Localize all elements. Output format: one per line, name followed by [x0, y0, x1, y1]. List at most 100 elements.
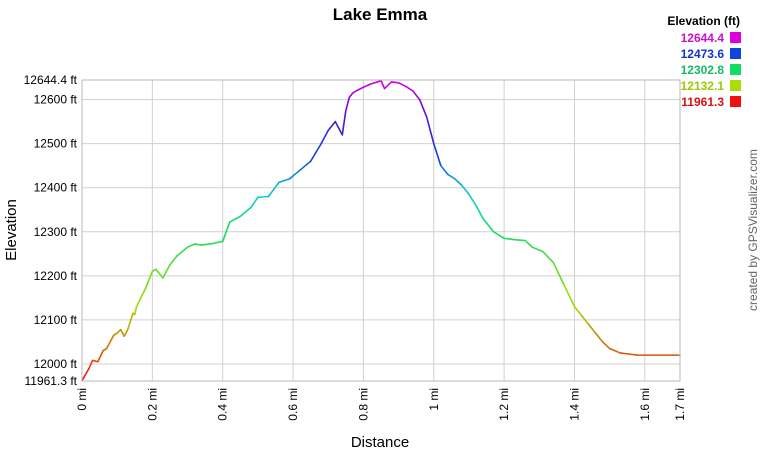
elevation-segment — [355, 86, 365, 92]
elevation-segment — [492, 230, 505, 240]
elevation-segment — [169, 255, 178, 266]
elevation-segment — [257, 195, 270, 199]
credit-text: created by GPSVisualizer.com — [746, 149, 760, 311]
elevation-segment — [503, 237, 516, 241]
y-tick-label: 12400 ft — [34, 181, 78, 195]
legend-value: 12132.1 — [681, 79, 725, 93]
plot-frame — [81, 79, 681, 382]
x-tick-label: 1.4 mi — [567, 388, 581, 421]
elevation-segment — [341, 109, 347, 136]
elevation-segment — [320, 129, 330, 145]
elevation-segment — [552, 261, 565, 286]
elevation-segment — [97, 349, 104, 363]
x-tick-label: 0 mi — [75, 388, 89, 411]
x-tick-label: 0.6 mi — [286, 388, 300, 421]
y-tick-label: 12500 ft — [34, 137, 78, 151]
legend-swatch — [730, 96, 741, 107]
elevation-segment — [524, 239, 534, 248]
elevation-segment — [135, 294, 143, 308]
elevation-segment — [390, 81, 400, 84]
elevation-segment — [619, 352, 632, 356]
elevation-segment — [186, 243, 196, 248]
legend-value: 12644.4 — [681, 31, 725, 45]
elevation-segment — [267, 181, 280, 198]
elevation-segment — [133, 305, 138, 316]
elevation-segment — [425, 116, 435, 145]
elevation-segment — [278, 178, 291, 184]
elevation-segment — [418, 98, 428, 118]
legend-title: Elevation (ft) — [667, 14, 740, 28]
x-tick-label: 0.2 mi — [145, 388, 159, 421]
elevation-segment — [482, 217, 495, 233]
elevation-segment — [162, 264, 171, 279]
legend-value: 12302.8 — [681, 63, 725, 77]
elevation-segment — [126, 312, 134, 331]
y-tick-label: 12100 ft — [34, 313, 78, 327]
x-axis-label: Distance — [351, 434, 409, 451]
elevation-segment — [299, 160, 312, 171]
elevation-segment — [144, 270, 154, 290]
elevation-segment — [380, 79, 386, 90]
elevation-segment — [91, 359, 99, 363]
x-tick-label: 1.7 mi — [673, 388, 687, 421]
elevation-segment — [580, 314, 590, 326]
legend: Elevation (ft) 12644.4 12473.6 12302.8 1213… — [667, 14, 741, 109]
elevation-segment — [608, 347, 622, 354]
elevation-segment — [513, 238, 527, 242]
elevation-segment — [447, 173, 456, 180]
elevation-segment — [119, 328, 126, 337]
elevation-segment — [334, 120, 344, 136]
elevation-segment — [404, 85, 414, 92]
elevation-segment — [594, 332, 604, 343]
y-tick-label: 12600 ft — [34, 93, 78, 107]
legend-swatch — [730, 48, 741, 59]
elevation-segment — [211, 240, 224, 245]
elevation-segment — [629, 353, 639, 356]
elevation-segment — [250, 196, 259, 209]
elevation-segment — [468, 193, 477, 207]
elevation-segment — [369, 81, 379, 85]
y-axis-label: Elevation — [3, 199, 20, 261]
elevation-segment — [309, 142, 323, 163]
axis-ticks: 0 mi 0.2 mi 0.4 mi 0.6 mi 0.8 mi 1 mi 1.2 mi 1.… — [24, 73, 687, 421]
elevation-segment — [123, 328, 129, 337]
elevation-segment — [475, 204, 484, 220]
legend-value: 12473.6 — [681, 47, 725, 61]
elevation-segment — [454, 178, 463, 187]
y-tick-label: 11961.3 ft — [25, 374, 78, 388]
elevation-segment — [587, 323, 597, 334]
elevation-segment — [383, 81, 393, 90]
x-tick-label: 1.2 mi — [497, 388, 511, 421]
legend-value: 11961.3 — [681, 95, 724, 109]
elevation-segment — [345, 96, 351, 112]
x-tick-label: 1.6 mi — [638, 388, 652, 421]
elevation-segment — [221, 221, 231, 243]
elevation-segment — [439, 164, 449, 176]
legend-swatch — [730, 80, 741, 91]
elevation-segment — [228, 215, 242, 223]
elevation-segment — [176, 246, 189, 257]
legend-swatch — [730, 64, 741, 75]
x-tick-label: 0.8 mi — [356, 388, 370, 421]
elevation-segment — [542, 250, 555, 264]
legend-swatch — [730, 32, 741, 43]
elevation-segment — [81, 367, 90, 382]
x-tick-label: 1 mi — [427, 388, 441, 411]
elevation-segment — [432, 142, 442, 167]
elevation-segment — [88, 359, 94, 370]
chart-title: Lake Emma — [333, 5, 428, 24]
elevation-segment — [288, 169, 301, 180]
elevation-segment — [327, 120, 337, 132]
y-tick-label: 12300 ft — [34, 225, 78, 239]
y-tick-label: 12644.4 ft — [24, 73, 78, 87]
elevation-segment — [397, 82, 407, 88]
y-tick-label: 12200 ft — [34, 269, 78, 283]
elevation-segment — [573, 305, 583, 317]
elevation-segment — [200, 242, 213, 246]
elevation-segment — [105, 334, 115, 350]
elevation-segment — [601, 341, 611, 350]
elevation-segment — [563, 283, 576, 308]
elevation-segment — [411, 89, 421, 101]
elevation-segment — [531, 246, 544, 253]
